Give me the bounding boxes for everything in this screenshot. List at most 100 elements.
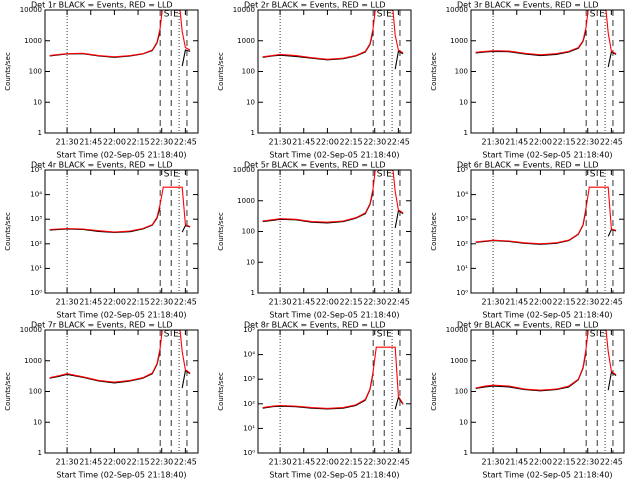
x-tick-label: 22:45 [600, 298, 623, 307]
series-line [262, 346, 404, 409]
x-tick-label: 22:00 [529, 138, 552, 147]
plot-frame [470, 169, 625, 294]
x-tick-label: 22:30 [363, 138, 386, 147]
panel: Det 3r BLACK = Events, RED = LLD Counts/s… [430, 1, 625, 160]
x-axis-label: Start Time (02-Sep-05 21:18:40) [269, 471, 399, 480]
y-tick-label: 100 [242, 68, 255, 76]
x-tick-label: 21:45 [292, 458, 315, 467]
y-tick-label: 10000 [233, 166, 255, 174]
y-tick-label: 10² [30, 240, 42, 248]
y-tick-label: 10 [33, 98, 42, 106]
x-tick-label: 22:00 [316, 298, 339, 307]
chart-title: Det 4r BLACK = Events, RED = LLD [31, 161, 173, 170]
x-tick-label: 22:00 [103, 138, 126, 147]
chart-title: Det 9r BLACK = Events, RED = LLD [457, 321, 599, 330]
x-tick-label: 22:45 [600, 458, 623, 467]
x-tick-label: 21:30 [269, 138, 292, 147]
annotation: S [590, 10, 596, 20]
x-tick-label: 22:45 [387, 298, 410, 307]
annotation: E [386, 170, 392, 180]
y-tick-label: 10⁰ [456, 289, 468, 297]
y-tick-label: 10¹ [30, 264, 42, 272]
y-tick-label: 10³ [30, 215, 42, 223]
x-tick-label: 22:45 [174, 458, 197, 467]
y-tick-label: 100 [29, 68, 42, 76]
series-line [262, 10, 404, 60]
y-tick-label: 1 [38, 129, 42, 137]
x-tick-label: 22:00 [529, 298, 552, 307]
plot-frame [257, 329, 412, 454]
series-line [475, 30, 617, 68]
panel: Det 2r BLACK = Events, RED = LLD Counts/s… [217, 1, 412, 160]
y-tick-label: 10000 [446, 326, 468, 334]
y-tick-label: 100 [455, 388, 468, 396]
x-tick-label: 22:30 [150, 298, 173, 307]
x-tick-label: 22:00 [529, 458, 552, 467]
y-axis-label: Counts/sec [4, 212, 12, 251]
x-tick-label: 22:30 [150, 138, 173, 147]
x-tick-label: 22:15 [127, 298, 150, 307]
annotation: S [590, 170, 596, 180]
x-tick-label: 22:15 [127, 458, 150, 467]
y-tick-label: 10000 [20, 6, 42, 14]
y-tick-label: 1000 [237, 37, 255, 45]
x-axis-label: Start Time (02-Sep-05 21:18:40) [482, 471, 612, 480]
x-tick-label: 21:45 [79, 298, 102, 307]
annotation: S [164, 330, 170, 340]
y-tick-label: 10³ [243, 375, 255, 383]
y-tick-label: 10⁵ [243, 326, 255, 334]
plot-frame [44, 9, 199, 134]
series-line [262, 372, 404, 410]
annotation: S [377, 330, 383, 340]
chart-title: Det 1r BLACK = Events, RED = LLD [31, 1, 173, 10]
panel: Det 7r BLACK = Events, RED = LLD Counts/s… [4, 321, 199, 480]
panel: Det 1r BLACK = Events, RED = LLD Counts/s… [4, 1, 199, 160]
series-line [475, 186, 617, 245]
annotation: E [386, 330, 392, 340]
series-line [262, 170, 404, 223]
panel: Det 9r BLACK = Events, RED = LLD Counts/s… [430, 321, 625, 480]
y-axis-label: Counts/sec [430, 372, 438, 411]
annotation: S [164, 170, 170, 180]
annotation: E [386, 10, 392, 20]
x-axis-label: Start Time (02-Sep-05 21:18:40) [56, 151, 186, 160]
y-tick-label: 100 [242, 228, 255, 236]
x-tick-label: 22:00 [103, 458, 126, 467]
x-axis-label: Start Time (02-Sep-05 21:18:40) [269, 311, 399, 320]
annotation: S [377, 10, 383, 20]
x-tick-label: 22:45 [387, 138, 410, 147]
x-tick-label: 22:00 [103, 298, 126, 307]
annotation: E [173, 330, 179, 340]
x-tick-label: 22:15 [553, 298, 576, 307]
series-line [475, 330, 617, 391]
y-tick-label: 10² [243, 400, 255, 408]
x-axis-label: Start Time (02-Sep-05 21:18:40) [269, 151, 399, 160]
y-tick-label: 10⁵ [456, 166, 468, 174]
y-tick-label: 10¹ [456, 264, 468, 272]
x-tick-label: 21:30 [269, 298, 292, 307]
panel: Det 8r BLACK = Events, RED = LLD Counts/s… [217, 321, 412, 480]
x-tick-label: 22:45 [387, 458, 410, 467]
x-tick-label: 21:45 [79, 458, 102, 467]
y-tick-label: 1 [38, 449, 42, 457]
x-tick-label: 22:15 [340, 138, 363, 147]
y-axis-label: Counts/sec [4, 372, 12, 411]
annotation: E [599, 170, 605, 180]
plot-frame [257, 169, 412, 294]
x-tick-label: 21:30 [56, 138, 79, 147]
annotation: S [164, 10, 170, 20]
series-line [49, 10, 191, 58]
annotation: E [599, 10, 605, 20]
annotation: E [173, 170, 179, 180]
y-tick-label: 10⁰ [243, 449, 255, 457]
y-tick-label: 1000 [450, 357, 468, 365]
x-tick-label: 22:45 [174, 138, 197, 147]
x-tick-label: 21:45 [505, 298, 528, 307]
y-tick-label: 10 [459, 418, 468, 426]
chart-title: Det 2r BLACK = Events, RED = LLD [244, 1, 386, 10]
y-tick-label: 1 [251, 289, 255, 297]
x-tick-label: 22:45 [600, 138, 623, 147]
panel: Det 4r BLACK = Events, RED = LLD Counts/s… [4, 161, 199, 320]
x-tick-label: 22:45 [174, 298, 197, 307]
